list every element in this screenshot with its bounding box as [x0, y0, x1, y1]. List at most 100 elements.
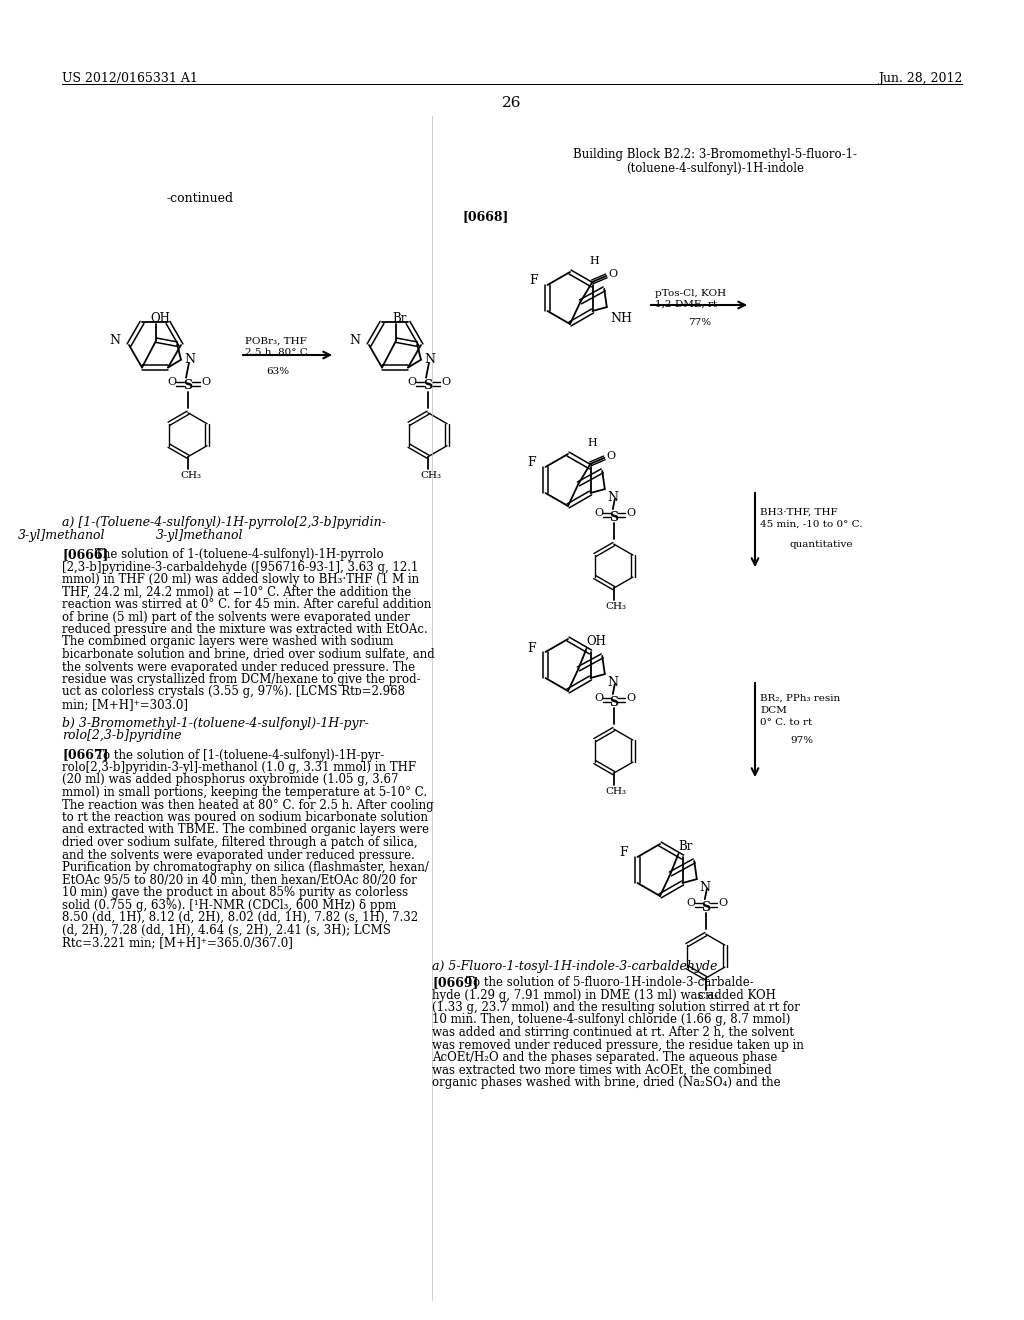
Text: 10 min) gave the product in about 85% purity as colorless: 10 min) gave the product in about 85% pu… [62, 886, 409, 899]
Text: (d, 2H), 7.28 (dd, 1H), 4.64 (s, 2H), 2.41 (s, 3H); LCMS: (d, 2H), 7.28 (dd, 1H), 4.64 (s, 2H), 2.… [62, 924, 391, 936]
Text: O: O [202, 376, 211, 387]
Text: BH3·THF, THF: BH3·THF, THF [760, 508, 838, 517]
Text: H: H [590, 256, 599, 265]
Text: Purification by chromatography on silica (flashmaster, hexan/: Purification by chromatography on silica… [62, 861, 429, 874]
Text: 8.50 (dd, 1H), 8.12 (d, 2H), 8.02 (dd, 1H), 7.82 (s, 1H), 7.32: 8.50 (dd, 1H), 8.12 (d, 2H), 8.02 (dd, 1… [62, 911, 418, 924]
Text: POBr₃, THF: POBr₃, THF [245, 337, 307, 346]
Text: -continued: -continued [167, 191, 233, 205]
Text: THF, 24.2 ml, 24.2 mmol) at −10° C. After the addition the: THF, 24.2 ml, 24.2 mmol) at −10° C. Afte… [62, 586, 412, 598]
Text: and the solvents were evaporated under reduced pressure.: and the solvents were evaporated under r… [62, 849, 415, 862]
Text: O: O [441, 376, 451, 387]
Text: O: O [606, 451, 615, 461]
Text: to rt the reaction was poured on sodium bicarbonate solution: to rt the reaction was poured on sodium … [62, 810, 428, 824]
Text: 26: 26 [502, 96, 522, 110]
Text: To the solution of [1-(toluene-4-sulfonyl)-1H-pyr-: To the solution of [1-(toluene-4-sulfony… [96, 748, 384, 762]
Text: a) [1-(Toluene-4-sulfonyl)-1H-pyrrolo[2,3-b]pyridin-: a) [1-(Toluene-4-sulfonyl)-1H-pyrrolo[2,… [62, 516, 386, 529]
Text: (1.33 g, 23.7 mmol) and the resulting solution stirred at rt for: (1.33 g, 23.7 mmol) and the resulting so… [432, 1001, 800, 1014]
Text: quantitative: quantitative [790, 540, 853, 549]
Text: was added and stirring continued at rt. After 2 h, the solvent: was added and stirring continued at rt. … [432, 1026, 794, 1039]
Text: organic phases washed with brine, dried (Na₂SO₄) and the: organic phases washed with brine, dried … [432, 1076, 780, 1089]
Text: 0° C. to rt: 0° C. to rt [760, 718, 812, 727]
Text: The reaction was then heated at 80° C. for 2.5 h. After cooling: The reaction was then heated at 80° C. f… [62, 799, 433, 812]
Text: 63%: 63% [266, 367, 290, 376]
Text: S: S [609, 696, 618, 709]
Text: uct as colorless crystals (3.55 g, 97%). [LCMS Rtᴅ=2.968: uct as colorless crystals (3.55 g, 97%).… [62, 685, 406, 698]
Text: of brine (5 ml) part of the solvents were evaporated under: of brine (5 ml) part of the solvents wer… [62, 610, 410, 623]
Text: The combined organic layers were washed with sodium: The combined organic layers were washed … [62, 635, 393, 648]
Text: solid (0.755 g, 63%). [¹H-NMR (CDCl₃, 600 MHz) δ ppm: solid (0.755 g, 63%). [¹H-NMR (CDCl₃, 60… [62, 899, 396, 912]
Text: and extracted with TBME. The combined organic layers were: and extracted with TBME. The combined or… [62, 824, 429, 837]
Text: (toluene-4-sulfonyl)-1H-indole: (toluene-4-sulfonyl)-1H-indole [626, 162, 804, 176]
Text: OH: OH [587, 635, 606, 648]
Text: Br: Br [392, 313, 407, 325]
Text: 97%: 97% [790, 737, 813, 744]
Text: rolo[2,3-b]pyridine: rolo[2,3-b]pyridine [62, 730, 181, 742]
Text: Jun. 28, 2012: Jun. 28, 2012 [878, 73, 962, 84]
Text: dried over sodium sulfate, filtered through a patch of silica,: dried over sodium sulfate, filtered thro… [62, 836, 418, 849]
Text: AcOEt/H₂O and the phases separated. The aqueous phase: AcOEt/H₂O and the phases separated. The … [432, 1051, 777, 1064]
Text: bicarbonate solution and brine, dried over sodium sulfate, and: bicarbonate solution and brine, dried ov… [62, 648, 435, 661]
Text: DCM: DCM [760, 706, 786, 715]
Text: S: S [183, 379, 193, 392]
Text: 2.5 h, 80° C.: 2.5 h, 80° C. [245, 348, 310, 356]
Text: [0668]: [0668] [462, 210, 508, 223]
Text: pTos-Cl, KOH: pTos-Cl, KOH [655, 289, 726, 298]
Text: 77%: 77% [688, 318, 712, 327]
Text: [0669]: [0669] [432, 975, 478, 989]
Text: O: O [608, 269, 617, 279]
Text: NH: NH [611, 312, 633, 325]
Text: OH: OH [151, 313, 170, 325]
Text: O: O [408, 376, 417, 387]
Text: rolo[2,3-b]pyridin-3-yl]-methanol (1.0 g, 3.31 mmol) in THF: rolo[2,3-b]pyridin-3-yl]-methanol (1.0 g… [62, 762, 416, 774]
Text: reduced pressure and the mixture was extracted with EtOAc.: reduced pressure and the mixture was ext… [62, 623, 428, 636]
Text: O: O [686, 898, 695, 908]
Text: F: F [527, 457, 536, 470]
Text: (20 ml) was added phosphorus oxybromide (1.05 g, 3.67: (20 ml) was added phosphorus oxybromide … [62, 774, 398, 787]
Text: N: N [699, 882, 711, 894]
Text: was extracted two more times with AcOEt, the combined: was extracted two more times with AcOEt,… [432, 1064, 772, 1077]
Text: reaction was stirred at 0° C. for 45 min. After careful addition: reaction was stirred at 0° C. for 45 min… [62, 598, 431, 611]
Text: To the solution of 5-fluoro-1H-indole-3-carbalde-: To the solution of 5-fluoro-1H-indole-3-… [466, 975, 754, 989]
Text: CH₃: CH₃ [606, 602, 627, 611]
Text: 3-yl]methanol: 3-yl]methanol [157, 529, 244, 543]
Text: F: F [620, 846, 628, 859]
Text: [0666]: [0666] [62, 548, 109, 561]
Text: Rtᴄ=3.221 min; [M+H]⁺=365.0/367.0]: Rtᴄ=3.221 min; [M+H]⁺=365.0/367.0] [62, 936, 293, 949]
Text: N: N [349, 334, 360, 346]
Text: CH₃: CH₃ [606, 787, 627, 796]
Text: [2,3-b]pyridine-3-carbaldehyde ([956716-93-1], 3.63 g, 12.1: [2,3-b]pyridine-3-carbaldehyde ([956716-… [62, 561, 419, 573]
Text: 1,2-DME, rt: 1,2-DME, rt [655, 300, 717, 309]
Text: 10 min. Then, toluene-4-sulfonyl chloride (1.66 g, 8.7 mmol): 10 min. Then, toluene-4-sulfonyl chlorid… [432, 1014, 791, 1027]
Text: US 2012/0165331 A1: US 2012/0165331 A1 [62, 73, 198, 84]
Text: N: N [608, 491, 618, 504]
Text: BR₂, PPh₃ resin: BR₂, PPh₃ resin [760, 694, 841, 704]
Text: S: S [609, 511, 618, 524]
Text: O: O [594, 693, 603, 704]
Text: residue was crystallized from DCM/hexane to give the prod-: residue was crystallized from DCM/hexane… [62, 673, 421, 686]
Text: N: N [608, 676, 618, 689]
Text: F: F [529, 275, 538, 288]
Text: The solution of 1-(toluene-4-sulfonyl)-1H-pyrrolo: The solution of 1-(toluene-4-sulfonyl)-1… [95, 548, 384, 561]
Text: CH₃: CH₃ [697, 993, 719, 1001]
Text: O: O [594, 508, 603, 519]
Text: mmol) in THF (20 ml) was added slowly to BH₃·THF (1 M in: mmol) in THF (20 ml) was added slowly to… [62, 573, 419, 586]
Text: 45 min, -10 to 0° C.: 45 min, -10 to 0° C. [760, 520, 862, 529]
Text: O: O [627, 508, 635, 519]
Text: S: S [424, 379, 432, 392]
Text: H: H [588, 438, 597, 447]
Text: S: S [701, 900, 711, 913]
Text: EtOAc 95/5 to 80/20 in 40 min, then hexan/EtOAc 80/20 for: EtOAc 95/5 to 80/20 in 40 min, then hexa… [62, 874, 417, 887]
Text: CH₃: CH₃ [420, 471, 441, 479]
Text: Br: Br [678, 840, 693, 853]
Text: b) 3-Bromomethyl-1-(toluene-4-sulfonyl)-1H-pyr-: b) 3-Bromomethyl-1-(toluene-4-sulfonyl)-… [62, 717, 369, 730]
Text: O: O [627, 693, 635, 704]
Text: min; [M+H]⁺=303.0]: min; [M+H]⁺=303.0] [62, 698, 188, 711]
Text: Building Block B2.2: 3-Bromomethyl-5-fluoro-1-: Building Block B2.2: 3-Bromomethyl-5-flu… [573, 148, 857, 161]
Text: O: O [168, 376, 176, 387]
Text: 3-yl]methanol: 3-yl]methanol [18, 529, 105, 543]
Text: [0667]: [0667] [62, 748, 109, 762]
Text: was removed under reduced pressure, the residue taken up in: was removed under reduced pressure, the … [432, 1039, 804, 1052]
Text: O: O [718, 898, 727, 908]
Text: mmol) in small portions, keeping the temperature at 5-10° C.: mmol) in small portions, keeping the tem… [62, 785, 427, 799]
Text: the solvents were evaporated under reduced pressure. The: the solvents were evaporated under reduc… [62, 660, 415, 673]
